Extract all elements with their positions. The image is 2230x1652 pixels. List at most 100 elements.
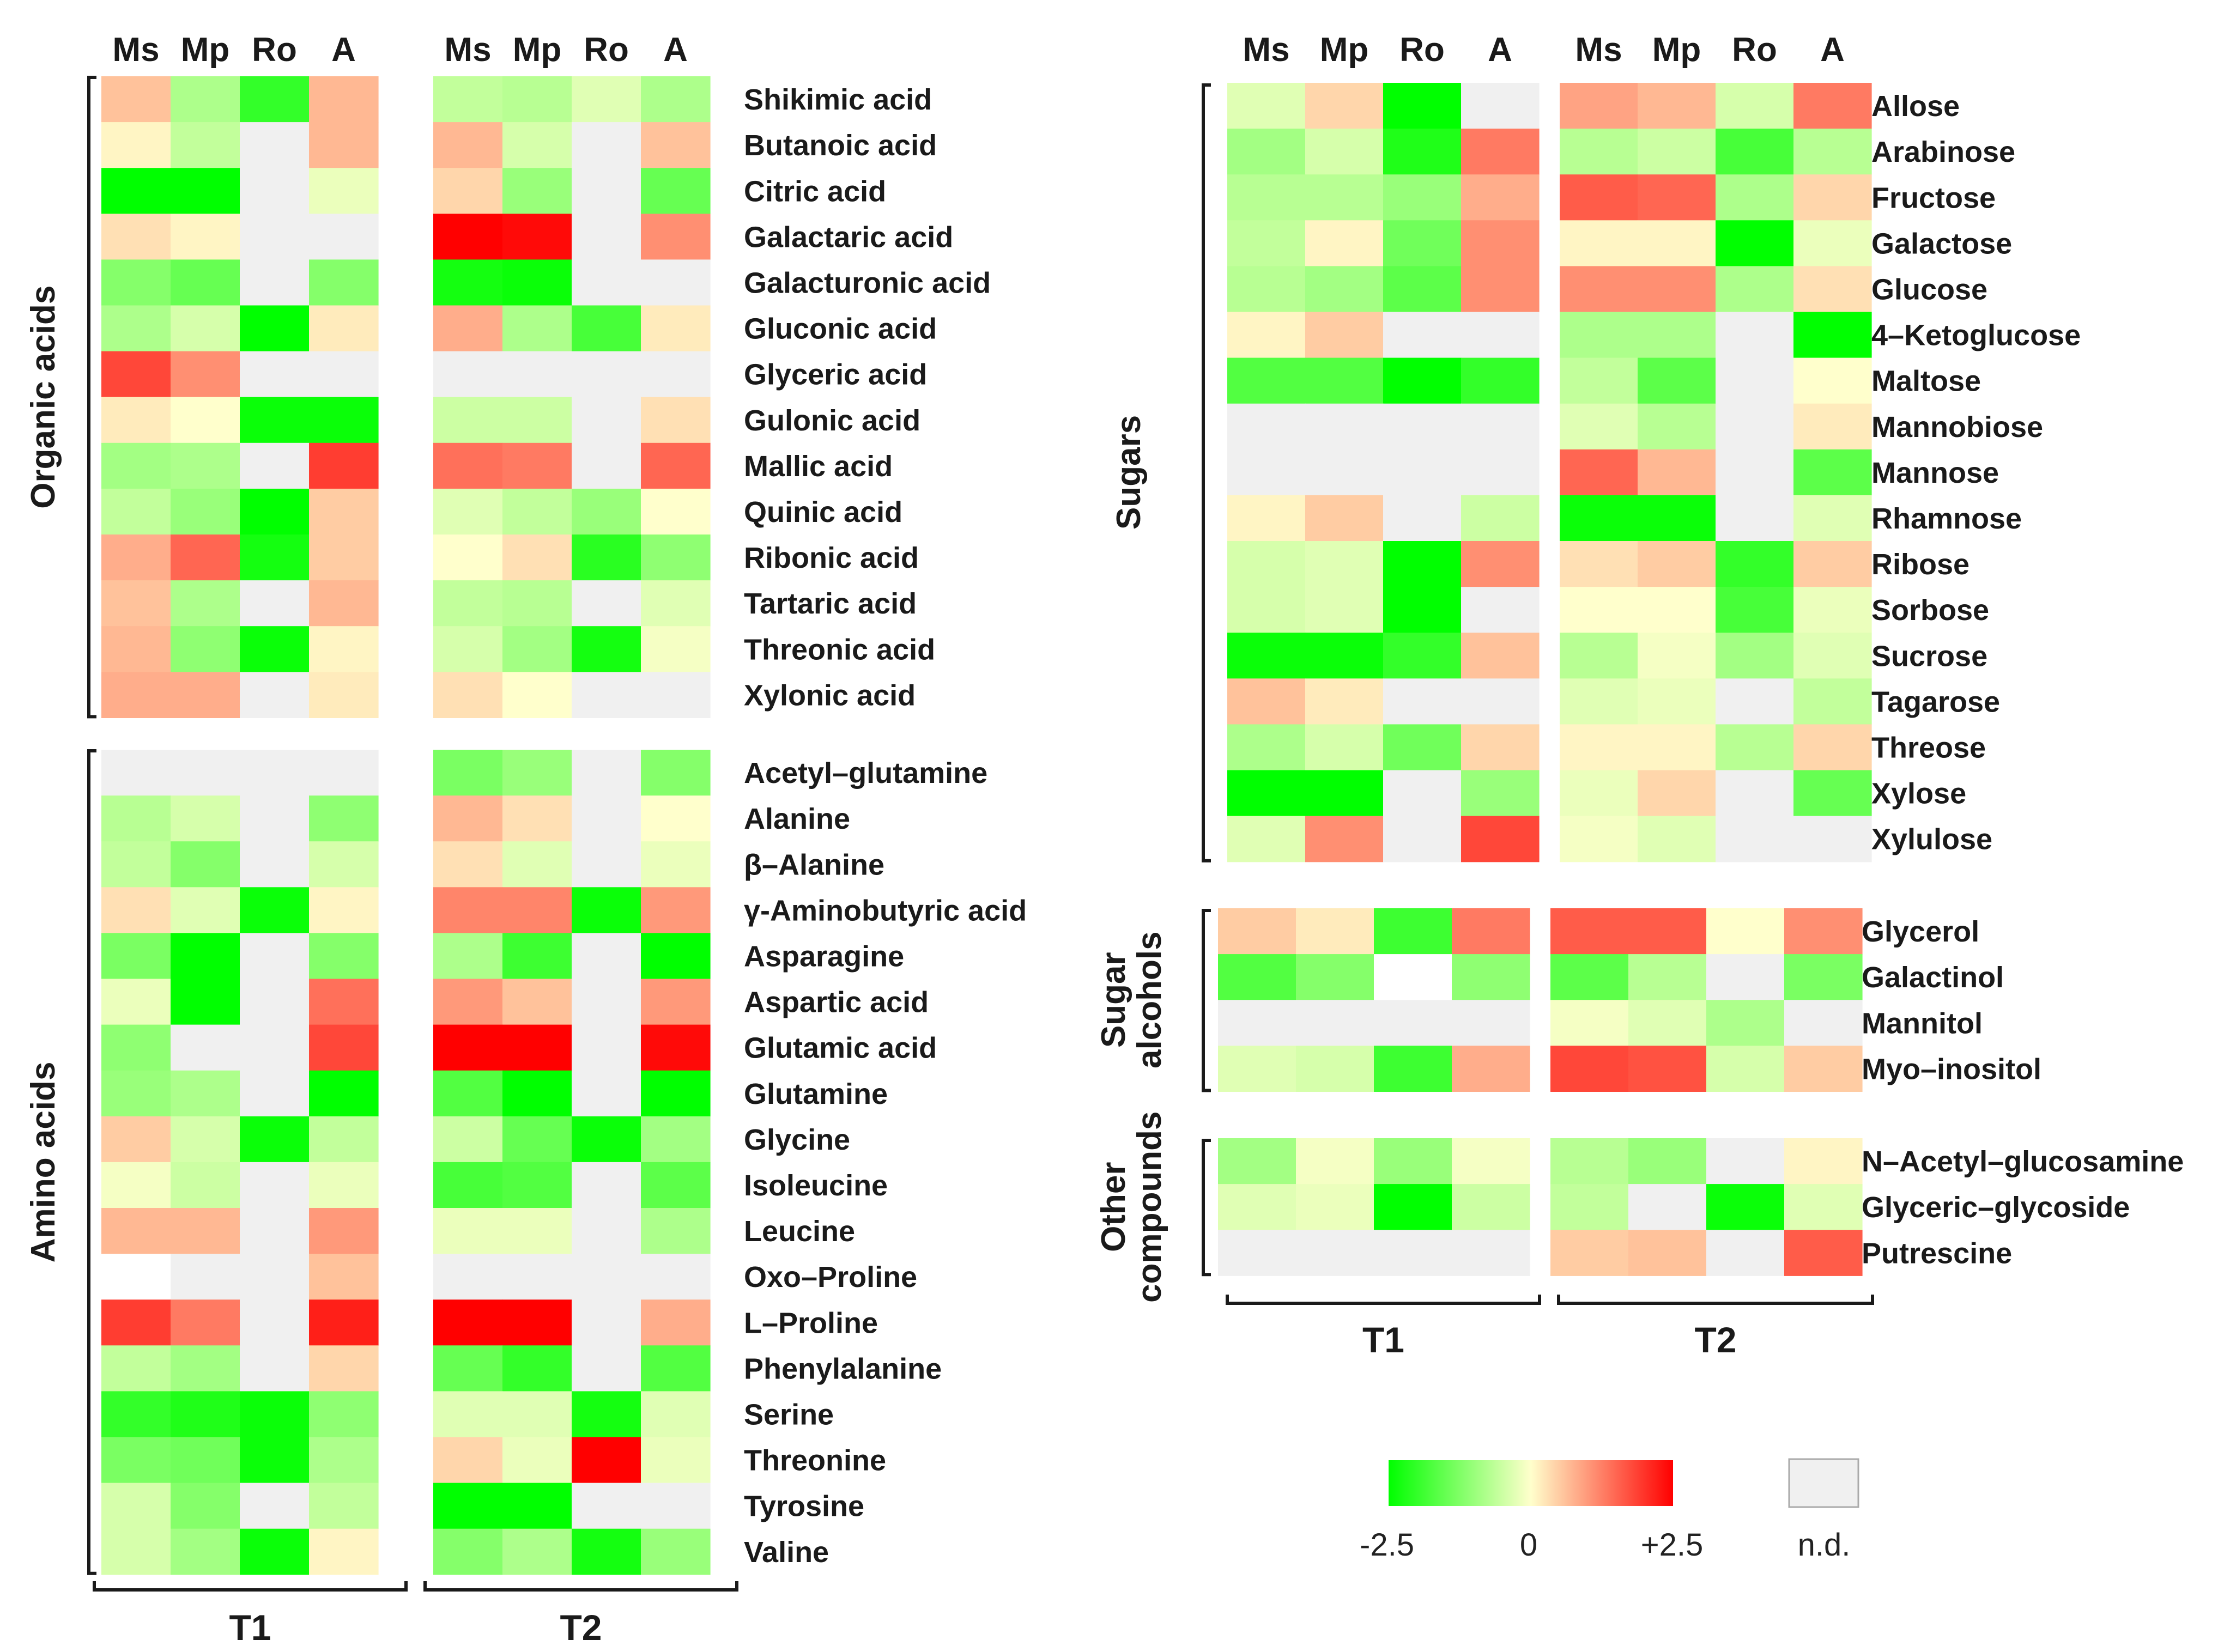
heatmap-cell-quinic-acid-t1-a [309, 488, 379, 535]
heatmap-cell-shikimic-acid-t1-a [309, 76, 379, 123]
heatmap-cell-oxo-proline-t2-a [641, 1254, 711, 1300]
heatmap-cell-alanine-t2-ro [572, 795, 641, 842]
heatmap-cell-galactinol-t1-mp [1296, 954, 1374, 1000]
group-label-sugar-alcohols-line1: Sugar [1095, 952, 1132, 1048]
heatmap-cell-myo-inositol-t1-a [1452, 1046, 1530, 1092]
heatmap-cell-threonine-t1-a [309, 1437, 379, 1484]
heatmap-cell-myo-inositol-t2-ro [1706, 1046, 1785, 1092]
group-bracket-organic-acids [87, 76, 96, 719]
heatmap-cell-butanoic-acid-t2-ms [433, 122, 503, 168]
heatmap-cell-allose-t2-ms [1560, 83, 1638, 129]
heatmap-cell-acetyl-glutamine-t2-ro [572, 750, 641, 796]
heatmap-cell-gluconic-acid-t2-ms [433, 305, 503, 352]
heatmap-cell-asparagine-t2-a [641, 933, 711, 980]
heatmap-cell-asparagine-t1-ro [240, 933, 310, 980]
heatmap-cell-tartaric-acid-t1-ro [240, 580, 310, 627]
heatmap-cell-galacturonic-acid-t1-mp [171, 259, 240, 306]
heatmap-cell-isoleucine-t2-ms [433, 1162, 503, 1208]
heatmap-cell-shikimic-acid-t1-ms [101, 76, 171, 123]
heatmap-cell-threonic-acid-t1-ms [101, 626, 171, 672]
heatmap-cell-allose-t1-ms [1227, 83, 1306, 129]
heatmap-cell-aspartic-acid-t1-a [309, 979, 379, 1025]
heatmap-cell-glucose-t2-ms [1560, 266, 1638, 313]
heatmap-cell-mannose-t1-ms [1227, 449, 1306, 496]
legend-nd-label: n.d. [1798, 1527, 1851, 1563]
heatmap-cell-arabinose-t1-ro [1383, 129, 1462, 175]
column-header-left-t2-ms: Ms [444, 31, 491, 69]
heatmap-cell-glutamic-acid-t2-mp [502, 1024, 572, 1071]
heatmap-cell-xylonic-acid-t1-a [309, 672, 379, 718]
heatmap-cell-shikimic-acid-t2-ro [572, 76, 641, 123]
heatmap-cell-aspartic-acid-t1-mp [171, 979, 240, 1025]
heatmap-cell-mannobiose-t1-ro [1383, 403, 1462, 450]
heatmap-cell-sucrose-t2-ms [1560, 633, 1638, 679]
heatmap-cell-glucose-t1-mp [1305, 266, 1384, 313]
column-header-right-t2-ro: Ro [1732, 31, 1777, 69]
heatmap-cell-asparagine-t1-a [309, 933, 379, 980]
heatmap-cell-galactaric-acid-t2-a [641, 214, 711, 260]
heatmap-cell-valine-t1-ro [240, 1528, 310, 1575]
heatmap-cell-citric-acid-t1-mp [171, 168, 240, 214]
heatmap-cell-gulonic-acid-t2-a [641, 397, 711, 444]
heatmap-cell-butanoic-acid-t2-mp [502, 122, 572, 168]
column-header-left-t2-a: A [663, 31, 688, 69]
heatmap-cell-galactose-t2-ms [1560, 220, 1638, 266]
heatmap-cell-gulonic-acid-t1-ms [101, 397, 171, 444]
heatmap-cell-quinic-acid-t2-a [641, 488, 711, 535]
heatmap-cell-gulonic-acid-t1-mp [171, 397, 240, 444]
heatmap-cell-myo-inositol-t1-ro [1374, 1046, 1452, 1092]
heatmap-cell-threonic-acid-t2-mp [502, 626, 572, 672]
heatmap-cell-putrescine-t1-ro [1374, 1230, 1452, 1276]
heatmap-cell-galactaric-acid-t2-ms [433, 214, 503, 260]
heatmap-cell-ribonic-acid-t2-mp [502, 535, 572, 581]
row-label-galactinol: Galactinol [1862, 961, 2004, 994]
heatmap-cell-glutamine-t1-a [309, 1070, 379, 1117]
heatmap-cell-putrescine-t1-ms [1218, 1230, 1296, 1276]
heatmap-cell-serine-t1-ms [101, 1391, 171, 1438]
heatmap-cell-xylonic-acid-t1-mp [171, 672, 240, 718]
heatmap-cell-glutamic-acid-t2-a [641, 1024, 711, 1071]
heatmap-cell-xylulose-t2-a [1793, 816, 1872, 863]
heatmap-cell-threonic-acid-t1-ro [240, 626, 310, 672]
heatmap-cell-arabinose-t2-ms [1560, 129, 1638, 175]
legend-mid-label: 0 [1520, 1527, 1537, 1563]
heatmap-cell-putrescine-t1-a [1452, 1230, 1530, 1276]
row-label-phenylalanine: Phenylalanine [744, 1352, 942, 1385]
heatmap-cell-gluconic-acid-t2-mp [502, 305, 572, 352]
heatmap-cell-sucrose-t1-ms [1227, 633, 1306, 679]
heatmap-cell-glyceric-glycoside-t2-ro [1706, 1184, 1785, 1230]
heatmap-cell-glyceric-acid-t2-ms [433, 351, 503, 398]
heatmap-cell-threose-t1-ro [1383, 724, 1462, 771]
heatmap-cell-sucrose-t1-ro [1383, 633, 1462, 679]
heatmap-cell-galacturonic-acid-t2-ro [572, 259, 641, 306]
heatmap-cell-threose-t1-mp [1305, 724, 1384, 771]
heatmap-cell-oxo-proline-t1-ro [240, 1254, 310, 1300]
heatmap-cell-mannitol-t2-ms [1550, 1000, 1629, 1046]
heatmap-cell-oxo-proline-t1-ms [101, 1254, 171, 1300]
heatmap-cell-4-ketoglucose-t2-ms [1560, 312, 1638, 359]
heatmap-cell-mannose-t1-ro [1383, 449, 1462, 496]
heatmap-cell-leucine-t2-mp [502, 1208, 572, 1254]
heatmap-cell-ribose-t1-ms [1227, 541, 1306, 587]
heatmap-cell-tyrosine-t1-ms [101, 1483, 171, 1529]
heatmap-cell-tagarose-t1-a [1461, 678, 1540, 725]
heatmap-cell-alanine-t1-mp [171, 795, 240, 842]
heatmap-cell-sucrose-t1-a [1461, 633, 1540, 679]
heatmap-cell-myo-inositol-t2-a [1784, 1046, 1863, 1092]
row-label-tartaric-acid: Tartaric acid [744, 587, 917, 620]
heatmap-cell-butanoic-acid-t1-mp [171, 122, 240, 168]
heatmap-cell-sorbose-t2-ms [1560, 587, 1638, 633]
heatmap-cell-allose-t1-mp [1305, 83, 1384, 129]
heatmap-cell-glyceric-acid-t1-mp [171, 351, 240, 398]
row-label-valine: Valine [744, 1536, 829, 1569]
heatmap-cell-shikimic-acid-t1-mp [171, 76, 240, 123]
legend-max-label: +2.5 [1641, 1527, 1704, 1563]
row-label-fructose: Fructose [1871, 181, 1996, 214]
heatmap-cell-n-acetyl-glucosamine-t1-ro [1374, 1138, 1452, 1185]
heatmap-cell-allose-t1-a [1461, 83, 1540, 129]
heatmap-cell-galactinol-t1-a [1452, 954, 1530, 1000]
heatmap-cell-aspartic-acid-t1-ms [101, 979, 171, 1025]
row-label-galactose: Galactose [1871, 227, 2012, 260]
heatmap-cell-4-ketoglucose-t2-ro [1716, 312, 1794, 359]
heatmap-cell-sorbose-t2-mp [1638, 587, 1716, 633]
